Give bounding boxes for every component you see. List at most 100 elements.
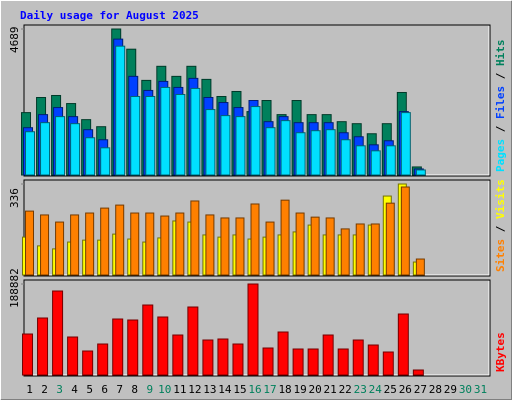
bar (295, 132, 306, 176)
bar (202, 339, 214, 376)
bar (325, 217, 335, 276)
legend-entry: Pages (494, 139, 507, 172)
bar (40, 122, 51, 176)
bar (70, 123, 81, 176)
x-tick-label: 23 (354, 383, 367, 396)
legend-separator: / (494, 66, 507, 86)
legend-entry: Visits (494, 179, 507, 219)
x-tick-label: 11 (173, 383, 186, 396)
bar (325, 129, 336, 176)
bar (367, 344, 379, 376)
bar (130, 212, 140, 276)
bar (280, 199, 290, 276)
bar (415, 258, 425, 276)
x-tick-label: 16 (248, 383, 261, 396)
bar (37, 317, 49, 376)
legend-separator: / (494, 119, 507, 139)
x-tick-label: 27 (414, 383, 427, 396)
bar (205, 109, 216, 176)
bar (337, 348, 349, 376)
bar (205, 214, 215, 276)
bar (85, 137, 96, 176)
legend-entry: Hits (494, 40, 507, 67)
bar (127, 319, 139, 376)
bar (55, 221, 65, 276)
bar (370, 223, 380, 276)
x-tick-label: 6 (101, 383, 108, 396)
bar (145, 95, 156, 176)
bar (82, 350, 94, 376)
bar (382, 351, 394, 376)
bar (250, 106, 261, 176)
x-tick-label: 25 (384, 383, 397, 396)
x-tick-label: 10 (158, 383, 171, 396)
bar (250, 203, 260, 276)
bar (130, 95, 141, 176)
bar (160, 215, 170, 276)
legend: KBytes (494, 332, 507, 372)
x-tick-label: 22 (339, 383, 352, 396)
chart-title: Daily usage for August 2025 (20, 9, 199, 22)
x-tick-label: 28 (429, 383, 442, 396)
legend: Sites / Visits (494, 179, 507, 272)
bar (55, 116, 66, 176)
bar (265, 127, 276, 176)
bar (322, 334, 334, 376)
bar (40, 214, 50, 276)
bar (280, 120, 291, 176)
x-tick-label: 20 (309, 383, 322, 396)
bar (235, 116, 246, 176)
x-tick-label: 9 (146, 383, 153, 396)
x-tick-label: 29 (444, 383, 457, 396)
bar (235, 217, 245, 276)
x-tick-label: 7 (116, 383, 123, 396)
x-tick-label: 4 (71, 383, 78, 396)
bar (310, 130, 321, 176)
bar (220, 115, 231, 176)
legend-entry: Files (494, 86, 507, 119)
bar (265, 221, 275, 276)
y-tick-label: 336 (8, 188, 21, 208)
bar (340, 228, 350, 276)
bar (295, 212, 305, 276)
bar (67, 336, 79, 376)
bar (352, 339, 364, 376)
bar (160, 86, 171, 176)
bar (25, 210, 35, 276)
bar (412, 369, 424, 376)
bar (112, 318, 124, 376)
bar (340, 139, 351, 176)
x-tick-label: 3 (56, 383, 63, 396)
bar (355, 223, 365, 276)
bar (400, 112, 411, 176)
bar (115, 204, 125, 276)
x-tick-label: 14 (218, 383, 232, 396)
bar (22, 333, 34, 376)
bar (397, 313, 409, 376)
bar (175, 93, 186, 176)
bar (400, 186, 410, 276)
bar (217, 338, 229, 376)
legend: Pages / Files / Hits (494, 40, 507, 173)
bar (232, 343, 244, 376)
x-tick-label: 17 (263, 383, 276, 396)
bar (85, 212, 95, 276)
y-tick-label: 188882 (8, 268, 21, 308)
bar (190, 200, 200, 276)
bar (52, 290, 64, 376)
bar (277, 331, 289, 376)
bar (262, 347, 274, 376)
x-tick-label: 12 (188, 383, 201, 396)
bar (172, 334, 184, 376)
bar (100, 147, 111, 176)
bar (190, 87, 201, 176)
bar (97, 343, 109, 376)
bar (25, 131, 36, 176)
x-tick-label: 19 (293, 383, 306, 396)
bar (175, 212, 185, 276)
bar (310, 216, 320, 276)
bar (307, 348, 319, 376)
legend-entry: KBytes (494, 332, 507, 372)
